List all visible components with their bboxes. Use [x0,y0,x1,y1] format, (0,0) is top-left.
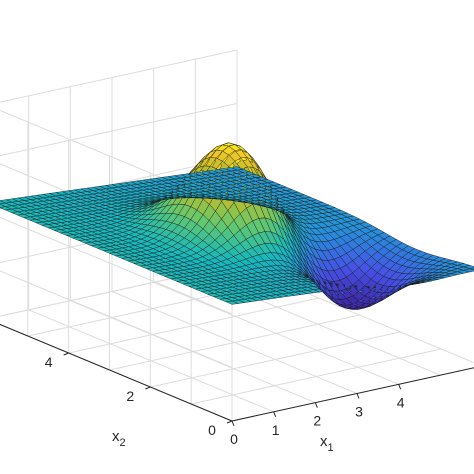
surface-patch [0,200,7,205]
x1-tick-mark [398,384,402,390]
x1-tick-mark [314,402,318,408]
grid-line-sidewall-z [0,270,233,368]
x2-tick-mark [226,420,233,424]
grid-line-sidewall-z [0,216,233,315]
x1-tick-mark [356,393,360,399]
surface-mesh [0,142,474,310]
grid-line-floor-x2 [68,297,319,354]
x2-tick-label: 0 [208,422,216,438]
grid-line-backwall-z [0,103,238,157]
grid-line-floor-x2 [191,348,442,405]
tick-labels: 0 1 2 3 4 0 2 4 [45,352,405,447]
x1-tick-label: 2 [313,413,321,429]
grid-line-floor-x2 [150,331,401,388]
x1-tick-label: 0 [230,431,238,447]
x2-tick-mark [145,386,151,390]
x2-tick-label: 4 [45,354,53,370]
x2-tick-label: 2 [126,388,134,404]
x1-tick-mark [273,411,277,418]
grid-line-backwall-z [0,49,238,103]
x1-tick-label: 1 [272,422,280,438]
x1-axis-label: x1 [320,433,334,454]
grid-line-floor-x2 [109,314,360,371]
surface-patch [0,203,7,208]
x1-tick-label: 3 [355,404,363,420]
x1-tick-label: 4 [397,394,405,410]
x2-axis-line [0,323,233,422]
x1-tick-mark [231,420,235,427]
x2-tick-mark [63,352,69,356]
x2-axis-label: x2 [112,428,126,449]
